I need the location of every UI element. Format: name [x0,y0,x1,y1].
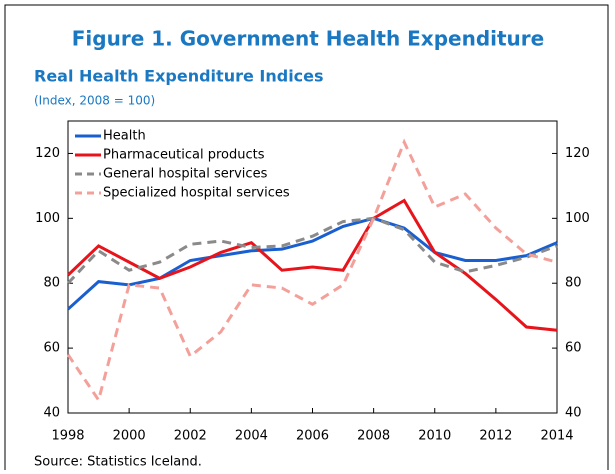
series-line [66,216,558,285]
series-line [66,138,558,404]
y-tick-label: 40 [43,406,60,421]
legend-label: Health [103,129,146,144]
y2-tick-label: 60 [565,341,582,356]
y2-tick-label: 40 [565,406,582,421]
x-tick-label: 2000 [113,429,146,444]
series-line [66,216,558,311]
source-note: Source: Statistics Iceland. [34,455,202,470]
y-tick-label: 60 [43,341,60,356]
y-tick-label: 100 [35,211,60,226]
series-line [66,198,558,332]
y2-tick-label: 120 [565,146,590,161]
x-tick-label: 2002 [174,429,207,444]
x-tick-label: 1998 [51,429,84,444]
y-axis-label: (Index, 2008 = 100) [34,94,155,108]
x-tick-label: 2010 [418,429,451,444]
y-tick-label: 120 [35,146,60,161]
frame [4,4,609,474]
x-tick-label: 2004 [235,429,268,444]
x-tick-label: 2008 [357,429,390,444]
x-tick-label: 2012 [479,429,512,444]
chart-title: Figure 1. Government Health Expenditure [72,27,544,51]
x-tick-label: 2006 [296,429,329,444]
chart-subtitle: Real Health Expenditure Indices [34,67,324,86]
y2-tick-label: 100 [565,211,590,226]
legend-label: General hospital services [103,167,268,182]
y2-tick-label: 80 [565,276,582,291]
legend-label: Specialized hospital services [103,186,290,201]
y-tick-label: 80 [43,276,60,291]
legend-label: Pharmaceutical products [103,148,265,163]
x-tick-label: 2014 [540,429,573,444]
